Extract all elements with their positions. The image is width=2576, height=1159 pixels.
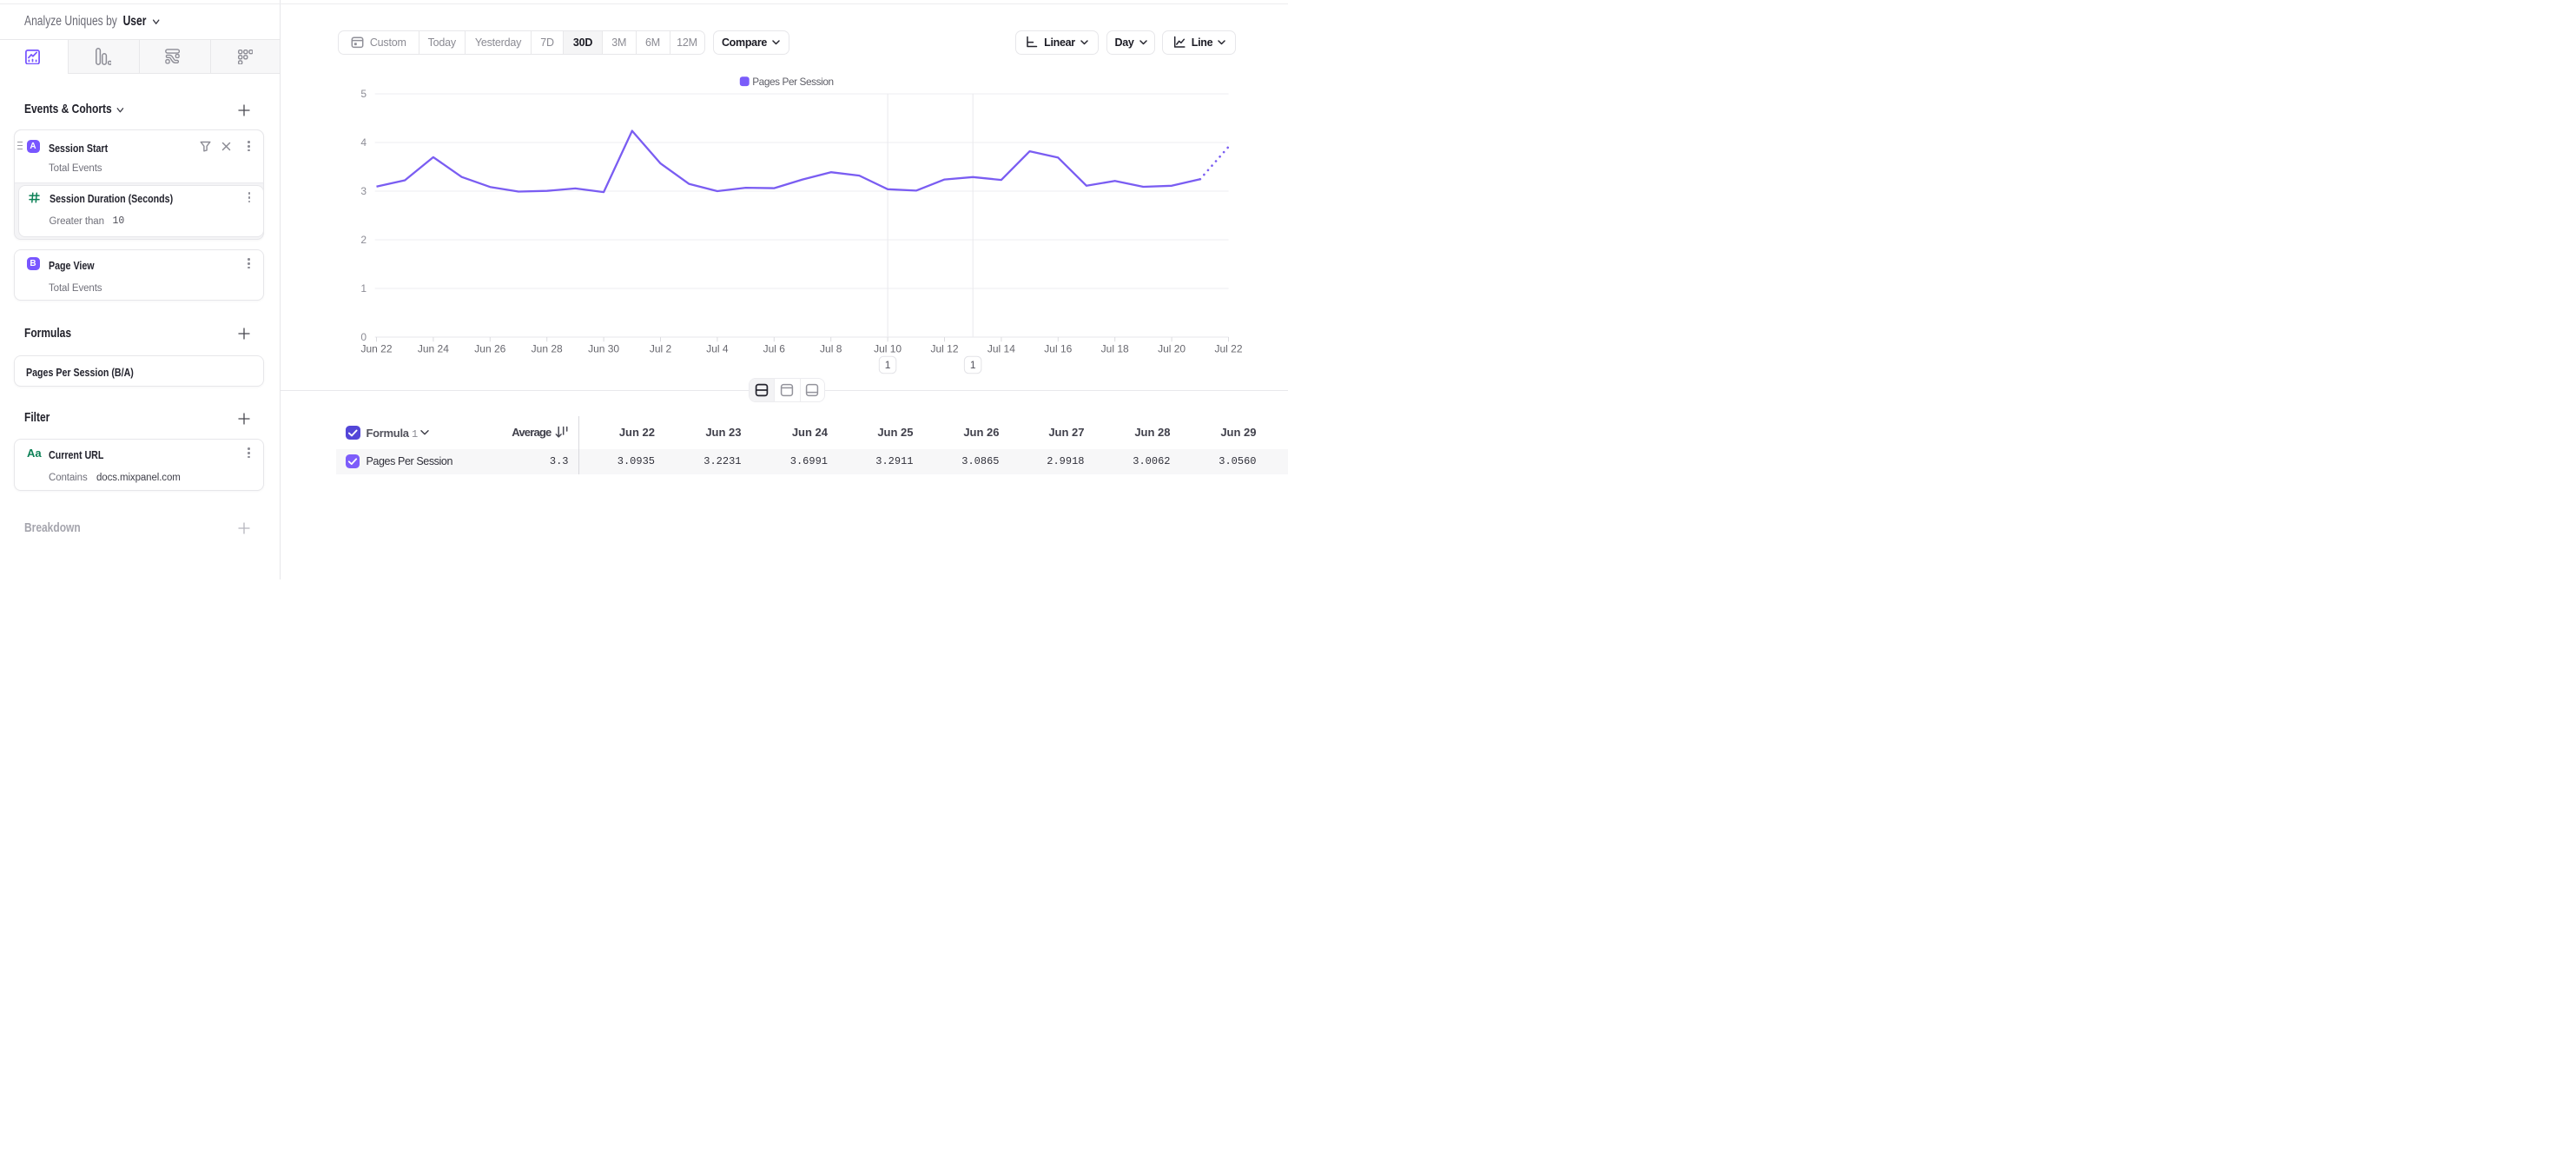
svg-text:Jun 26: Jun 26 (474, 343, 505, 355)
svg-text:Jul 22: Jul 22 (1214, 343, 1242, 355)
svg-text:Jul 18: Jul 18 (1101, 343, 1129, 355)
svg-text:Jul 4: Jul 4 (706, 343, 729, 355)
svg-text:Jul 8: Jul 8 (820, 343, 842, 355)
svg-text:Jun 30: Jun 30 (588, 343, 619, 355)
svg-text:Jul 2: Jul 2 (650, 343, 672, 355)
svg-text:Jun 22: Jun 22 (360, 343, 392, 355)
svg-text:2: 2 (360, 234, 367, 246)
svg-text:Jun 24: Jun 24 (418, 343, 449, 355)
svg-text:Jul 6: Jul 6 (763, 343, 786, 355)
svg-text:Jul 16: Jul 16 (1044, 343, 1072, 355)
svg-text:Jun 28: Jun 28 (532, 343, 563, 355)
svg-text:Jul 20: Jul 20 (1158, 343, 1186, 355)
svg-text:4: 4 (360, 136, 367, 149)
svg-text:0: 0 (360, 331, 367, 343)
svg-text:5: 5 (360, 88, 367, 100)
svg-text:1: 1 (970, 359, 976, 371)
svg-text:Jul 12: Jul 12 (930, 343, 958, 355)
svg-text:1: 1 (360, 282, 367, 295)
svg-text:3: 3 (360, 185, 367, 197)
svg-text:1: 1 (885, 359, 891, 371)
svg-text:Pages Per Session: Pages Per Session (752, 76, 834, 88)
svg-text:Jul 14: Jul 14 (987, 343, 1015, 355)
svg-text:Jul 10: Jul 10 (874, 343, 902, 355)
